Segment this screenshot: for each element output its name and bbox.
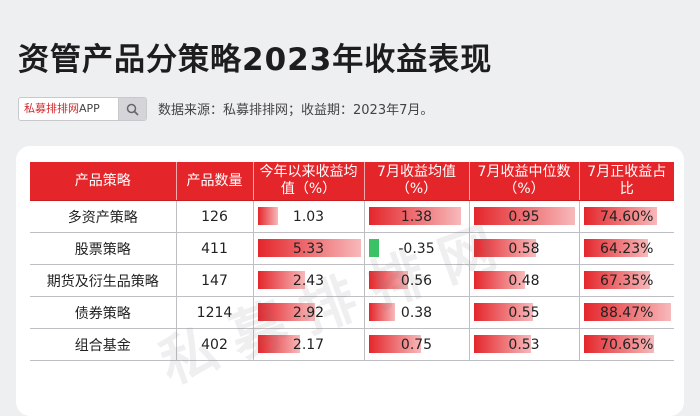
cell-jul-mean: 0.75 <box>364 328 470 361</box>
page-title: 资管产品分策略2023年收益表现 <box>18 42 493 78</box>
cell-ytd-mean: 2.92 <box>253 296 365 329</box>
cell-count: 126 <box>176 200 254 233</box>
cell-jul-median: 0.55 <box>469 296 580 329</box>
table-row: 债券策略 1214 2.92 0.38 0.55 88.47% <box>30 296 674 329</box>
search-input[interactable]: 私募排排网APP <box>19 98 118 120</box>
positive-ratio-bar <box>583 335 654 353</box>
jul-mean-value: 0.75 <box>400 336 433 353</box>
search-icon <box>126 103 139 116</box>
jul-mean-bar <box>368 207 461 225</box>
cell-jul-mean: -0.35 <box>364 232 470 265</box>
cell-jul-mean: 0.38 <box>364 296 470 329</box>
positive-ratio-value: 67.35% <box>600 272 654 289</box>
cell-count: 411 <box>176 232 254 265</box>
jul-median-value: 0.53 <box>508 336 540 353</box>
header-jul-median: 7月收益中位数（%） <box>469 162 580 201</box>
cell-count: 147 <box>176 264 254 297</box>
table-row: 多资产策略 126 1.03 1.38 0.95 74.60% <box>30 200 674 233</box>
ytd-mean-value: 5.33 <box>292 240 325 257</box>
header-positive-ratio: 7月正收益占比 <box>579 162 674 201</box>
positive-ratio-bar <box>583 271 650 289</box>
ytd-mean-bar <box>257 303 315 321</box>
strategy-returns-table: 产品策略 产品数量 今年以来收益均值（%） 7月收益均值（%） 7月收益中位数（… <box>30 162 674 361</box>
cell-ytd-mean: 1.03 <box>253 200 365 233</box>
cell-ytd-mean: 2.43 <box>253 264 365 297</box>
positive-ratio-value: 70.65% <box>600 336 654 353</box>
data-source-note: 数据来源：私募排排网；收益期：2023年7月。 <box>158 103 434 118</box>
jul-mean-value: 0.38 <box>400 304 433 321</box>
search-button[interactable] <box>118 98 146 120</box>
jul-median-value: 0.55 <box>508 304 540 321</box>
header-jul-mean: 7月收益均值（%） <box>364 162 470 201</box>
jul-median-bar <box>473 207 575 225</box>
ytd-mean-bar <box>257 207 278 225</box>
jul-median-bar <box>473 271 525 289</box>
cell-count: 402 <box>176 328 254 361</box>
positive-ratio-value: 74.60% <box>600 208 654 225</box>
cell-strategy: 组合基金 <box>30 328 177 361</box>
cell-strategy: 期货及衍生品策略 <box>30 264 177 297</box>
ytd-mean-bar <box>257 271 305 289</box>
cell-strategy: 股票策略 <box>30 232 177 265</box>
cell-count: 1214 <box>176 296 254 329</box>
positive-ratio-value: 64.23% <box>600 240 654 257</box>
jul-mean-bar <box>368 303 395 321</box>
jul-mean-bar <box>368 271 408 289</box>
cell-ytd-mean: 2.17 <box>253 328 365 361</box>
jul-median-bar <box>473 303 533 321</box>
jul-median-value: 0.95 <box>508 208 540 225</box>
cell-jul-mean: 1.38 <box>364 200 470 233</box>
cell-jul-median: 0.53 <box>469 328 580 361</box>
cell-positive-ratio: 74.60% <box>579 200 674 233</box>
header-strategy: 产品策略 <box>30 162 177 201</box>
jul-mean-value: 1.38 <box>400 208 433 225</box>
jul-mean-bar <box>368 239 379 257</box>
table-row: 股票策略 411 5.33 -0.35 0.58 64.23% <box>30 232 674 265</box>
cell-jul-median: 0.48 <box>469 264 580 297</box>
positive-ratio-bar <box>583 207 657 225</box>
table-row: 组合基金 402 2.17 0.75 0.53 70.65% <box>30 328 674 361</box>
header-ytd-mean: 今年以来收益均值（%） <box>253 162 365 201</box>
table-header-row: 产品策略 产品数量 今年以来收益均值（%） 7月收益均值（%） 7月收益中位数（… <box>30 162 674 201</box>
header-count: 产品数量 <box>176 162 254 201</box>
ytd-mean-bar <box>257 335 300 353</box>
search-box[interactable]: 私募排排网APP <box>18 97 147 121</box>
cell-positive-ratio: 70.65% <box>579 328 674 361</box>
ytd-mean-value: 1.03 <box>292 208 325 225</box>
positive-ratio-bar <box>583 303 671 321</box>
cell-positive-ratio: 67.35% <box>579 264 674 297</box>
cell-jul-median: 0.58 <box>469 232 580 265</box>
jul-median-value: 0.58 <box>508 240 540 257</box>
jul-median-bar <box>473 239 536 257</box>
ytd-mean-value: 2.17 <box>292 336 325 353</box>
jul-median-bar <box>473 335 531 353</box>
cell-jul-mean: 0.56 <box>364 264 470 297</box>
cell-positive-ratio: 64.23% <box>579 232 674 265</box>
cell-ytd-mean: 5.33 <box>253 232 365 265</box>
jul-median-value: 0.48 <box>508 272 540 289</box>
jul-mean-value: 0.56 <box>400 272 433 289</box>
positive-ratio-value: 88.47% <box>600 304 654 321</box>
search-suffix: APP <box>79 102 100 115</box>
cell-strategy: 多资产策略 <box>30 200 177 233</box>
search-brand: 私募排排网 <box>24 102 79 115</box>
jul-mean-bar <box>368 335 421 353</box>
table-row: 期货及衍生品策略 147 2.43 0.56 0.48 67.35% <box>30 264 674 297</box>
cell-strategy: 债券策略 <box>30 296 177 329</box>
ytd-mean-value: 2.92 <box>292 304 325 321</box>
ytd-mean-value: 2.43 <box>292 272 325 289</box>
positive-ratio-bar <box>583 239 648 257</box>
ytd-mean-bar <box>257 239 361 257</box>
cell-jul-median: 0.95 <box>469 200 580 233</box>
jul-mean-value: -0.35 <box>398 240 435 257</box>
cell-positive-ratio: 88.47% <box>579 296 674 329</box>
